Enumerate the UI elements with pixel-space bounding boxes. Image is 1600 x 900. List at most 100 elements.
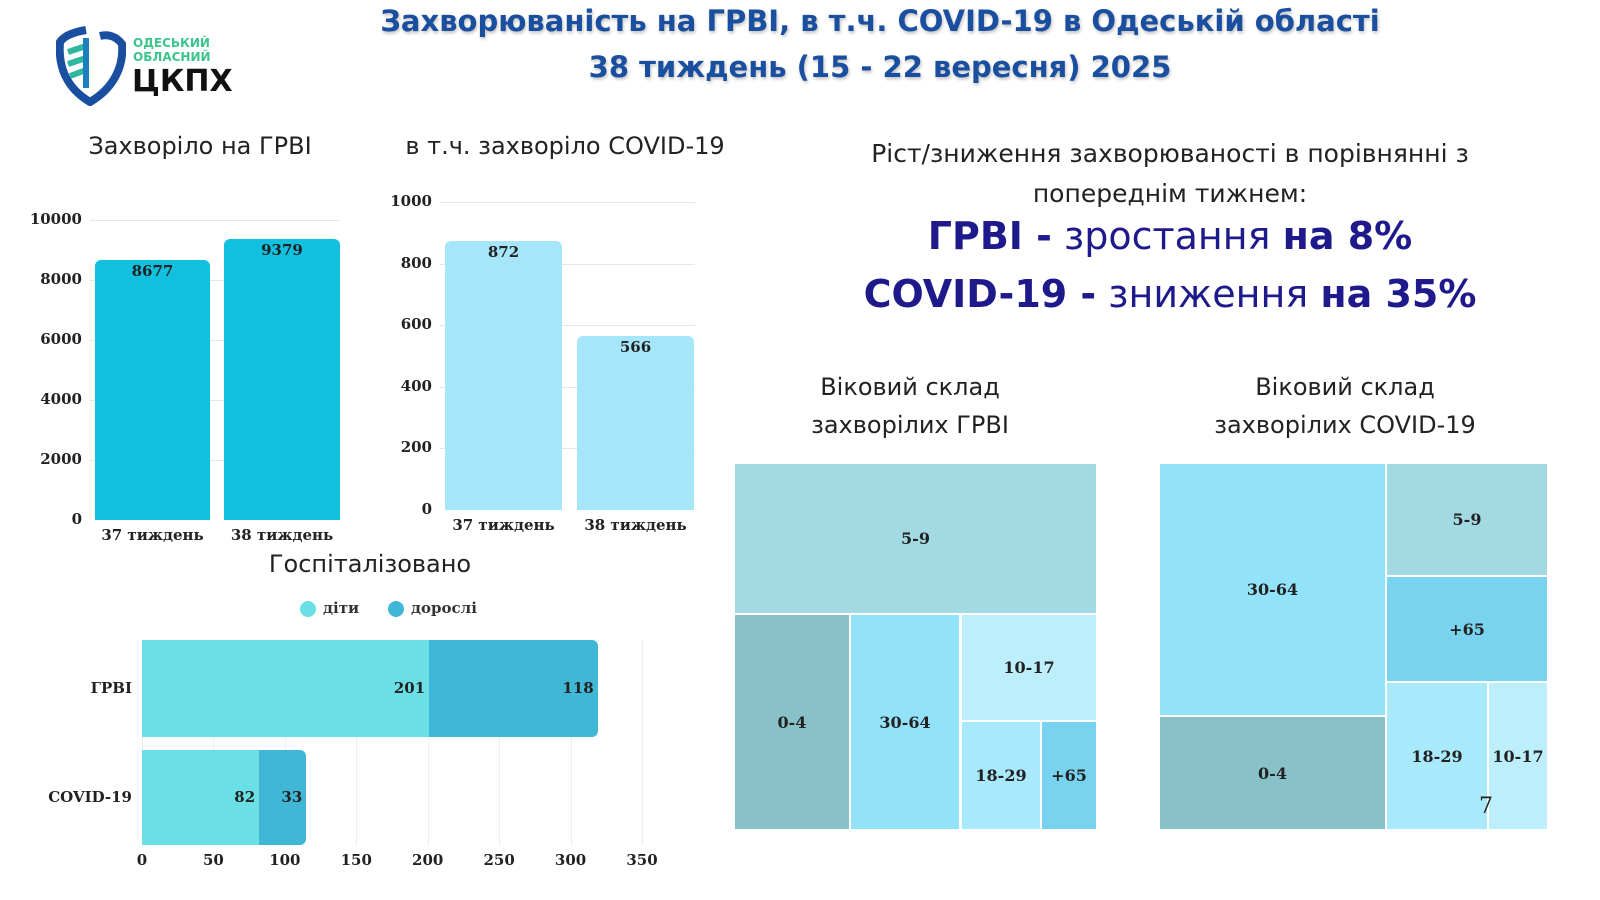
grvi-chart-title: Захворіло на ГРВІ (88, 132, 312, 160)
stacked-bar-segment (259, 750, 307, 845)
covid-growth-trend: зниження (1108, 272, 1309, 316)
y-tick-label: 800 (400, 253, 432, 272)
x-tick-label: 50 (202, 851, 224, 869)
gridline (284, 640, 286, 845)
hospital-chart-title: Госпіталізовано (268, 550, 472, 578)
covid-growth-value: на 35% (1320, 272, 1477, 316)
bar-value-label: 82 (234, 787, 256, 806)
covid-chart-title: в т.ч. захворіло COVID-19 (405, 132, 725, 160)
logo-subtitle: ОДЕСЬКИЙ ОБЛАСНИЙ (133, 36, 211, 64)
y-tick-label: 400 (400, 376, 432, 395)
y-tick-label: 200 (400, 438, 432, 457)
y-tick-label: 10000 (29, 210, 82, 228)
gridline (90, 460, 340, 461)
gridline (356, 640, 358, 845)
logo-line1: ОДЕСЬКИЙ (133, 36, 210, 50)
gridline (90, 280, 340, 281)
treemap-cell: +65 (1387, 577, 1547, 681)
y-tick-label: 8000 (40, 270, 82, 288)
grvi-treemap-title-line2: захворілих ГРВІ (811, 411, 1009, 439)
gridline (142, 640, 143, 845)
x-tick-label: 38 тиждень (230, 526, 334, 544)
x-tick-label: 100 (269, 851, 301, 869)
gridline (499, 640, 501, 845)
growth-heading-line2: попереднім тижнем: (1032, 179, 1308, 208)
covid-treemap-title-line2: захворілих COVID-19 (1214, 411, 1476, 439)
gridline (90, 220, 340, 221)
gridline (440, 202, 695, 203)
bar (445, 241, 562, 510)
grvi-growth-value: на 8% (1282, 214, 1413, 258)
gridline (440, 386, 695, 388)
y-tick-label: 4000 (40, 390, 82, 408)
x-tick-label: 37 тиждень (101, 526, 204, 544)
bar-value-label: 9379 (261, 240, 303, 259)
y-tick-label: 6000 (40, 330, 82, 348)
bar (95, 259, 210, 520)
y-tick-label: ГРВІ (90, 678, 132, 697)
legend-adults-label: дорослі (411, 599, 477, 617)
x-tick-label: 38 тиждень (584, 516, 687, 534)
gridline (90, 340, 340, 341)
treemap-cell: 10-17 (1489, 683, 1547, 829)
gridline (440, 263, 695, 265)
grvi-growth: ГРВІ - зростання на 8% (790, 214, 1550, 258)
y-tick-label: COVID-19 (48, 787, 132, 806)
grvi-treemap-title: Віковий склад захворілих ГРВІ (740, 368, 1080, 444)
treemap-cell: +65 (1042, 722, 1096, 829)
page-title: Захворюваність на ГРВІ, в т.ч. COVID-19 … (380, 4, 1380, 38)
treemap-cell: 30-64 (1160, 464, 1385, 715)
y-tick-label: 2000 (40, 450, 82, 468)
grvi-growth-name: ГРВІ - (927, 214, 1052, 258)
treemap-cell: 18-29 (1387, 683, 1487, 829)
page-subtitle: 38 тиждень (15 - 22 вересня) 2025 (588, 50, 1172, 84)
bar-value-label: 566 (619, 337, 652, 356)
gridline (427, 640, 429, 845)
covid-treemap-title-line1: Віковий склад (1255, 373, 1435, 401)
covid-growth: COVID-19 - зниження на 35% (790, 272, 1550, 316)
treemap-cell: 10-17 (962, 615, 1096, 720)
stacked-bar-segment (142, 640, 430, 737)
logo-line2: ОБЛАСНИЙ (133, 50, 211, 64)
bar-value-label: 118 (562, 678, 594, 697)
treemap-cell: 5-9 (1387, 464, 1547, 575)
growth-heading: Ріст/зниження захворюваності в порівнянн… (790, 134, 1550, 214)
growth-heading-line1: Ріст/зниження захворюваності в порівнянн… (871, 139, 1469, 168)
gridline (642, 640, 643, 845)
treemap-cell: 18-29 (962, 722, 1040, 829)
grvi-treemap-title-line1: Віковий склад (820, 373, 1000, 401)
bar-value-label: 33 (281, 787, 303, 806)
logo-name: ЦКПХ (132, 64, 233, 99)
bar-value-label: 8677 (131, 261, 174, 280)
covid-growth-name: COVID-19 - (863, 272, 1097, 316)
legend-children-label: діти (323, 599, 360, 617)
covid-treemap-title: Віковий склад захворілих COVID-19 (1160, 368, 1530, 444)
x-tick-label: 37 тиждень (452, 516, 555, 534)
x-tick-label: 250 (483, 851, 515, 869)
gridline (440, 325, 695, 327)
treemap-cell: 0-4 (735, 615, 849, 829)
stacked-bar-segment (142, 750, 260, 845)
treemap-cell: 0-4 (1160, 717, 1385, 829)
y-tick-label: 0 (421, 500, 432, 518)
legend-children-dot (300, 601, 316, 617)
x-tick-label: 350 (626, 851, 658, 869)
treemap-annotation: 7 (1479, 794, 1493, 819)
bar-value-label: 201 (393, 678, 426, 697)
x-tick-label: 0 (136, 851, 148, 869)
y-tick-label: 0 (71, 510, 82, 528)
shield-logo-icon (56, 26, 126, 106)
x-tick-label: 200 (412, 851, 444, 869)
grvi-growth-trend: зростання (1064, 214, 1271, 258)
gridline (90, 400, 340, 401)
bar (577, 335, 694, 510)
treemap-cell: 30-64 (851, 615, 959, 829)
bar-value-label: 872 (487, 243, 520, 262)
gridline (570, 640, 572, 845)
x-tick-label: 150 (340, 851, 372, 869)
x-tick-label: 300 (554, 851, 587, 869)
treemap-cell: 5-9 (735, 464, 1096, 613)
y-tick-label: 600 (400, 315, 432, 334)
stacked-bar-segment (429, 640, 598, 737)
